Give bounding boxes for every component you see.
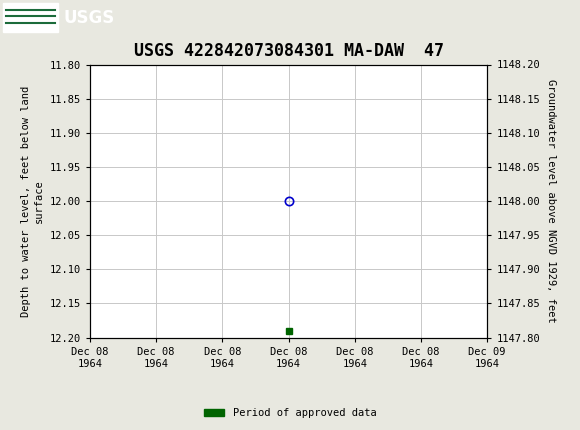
Y-axis label: Depth to water level, feet below land
surface: Depth to water level, feet below land su… [21, 86, 44, 316]
Text: USGS: USGS [64, 9, 115, 27]
Legend: Period of approved data: Period of approved data [200, 404, 380, 423]
Y-axis label: Groundwater level above NGVD 1929, feet: Groundwater level above NGVD 1929, feet [546, 79, 556, 323]
Title: USGS 422842073084301 MA-DAW  47: USGS 422842073084301 MA-DAW 47 [133, 42, 444, 60]
Bar [3, 3, 58, 32]
